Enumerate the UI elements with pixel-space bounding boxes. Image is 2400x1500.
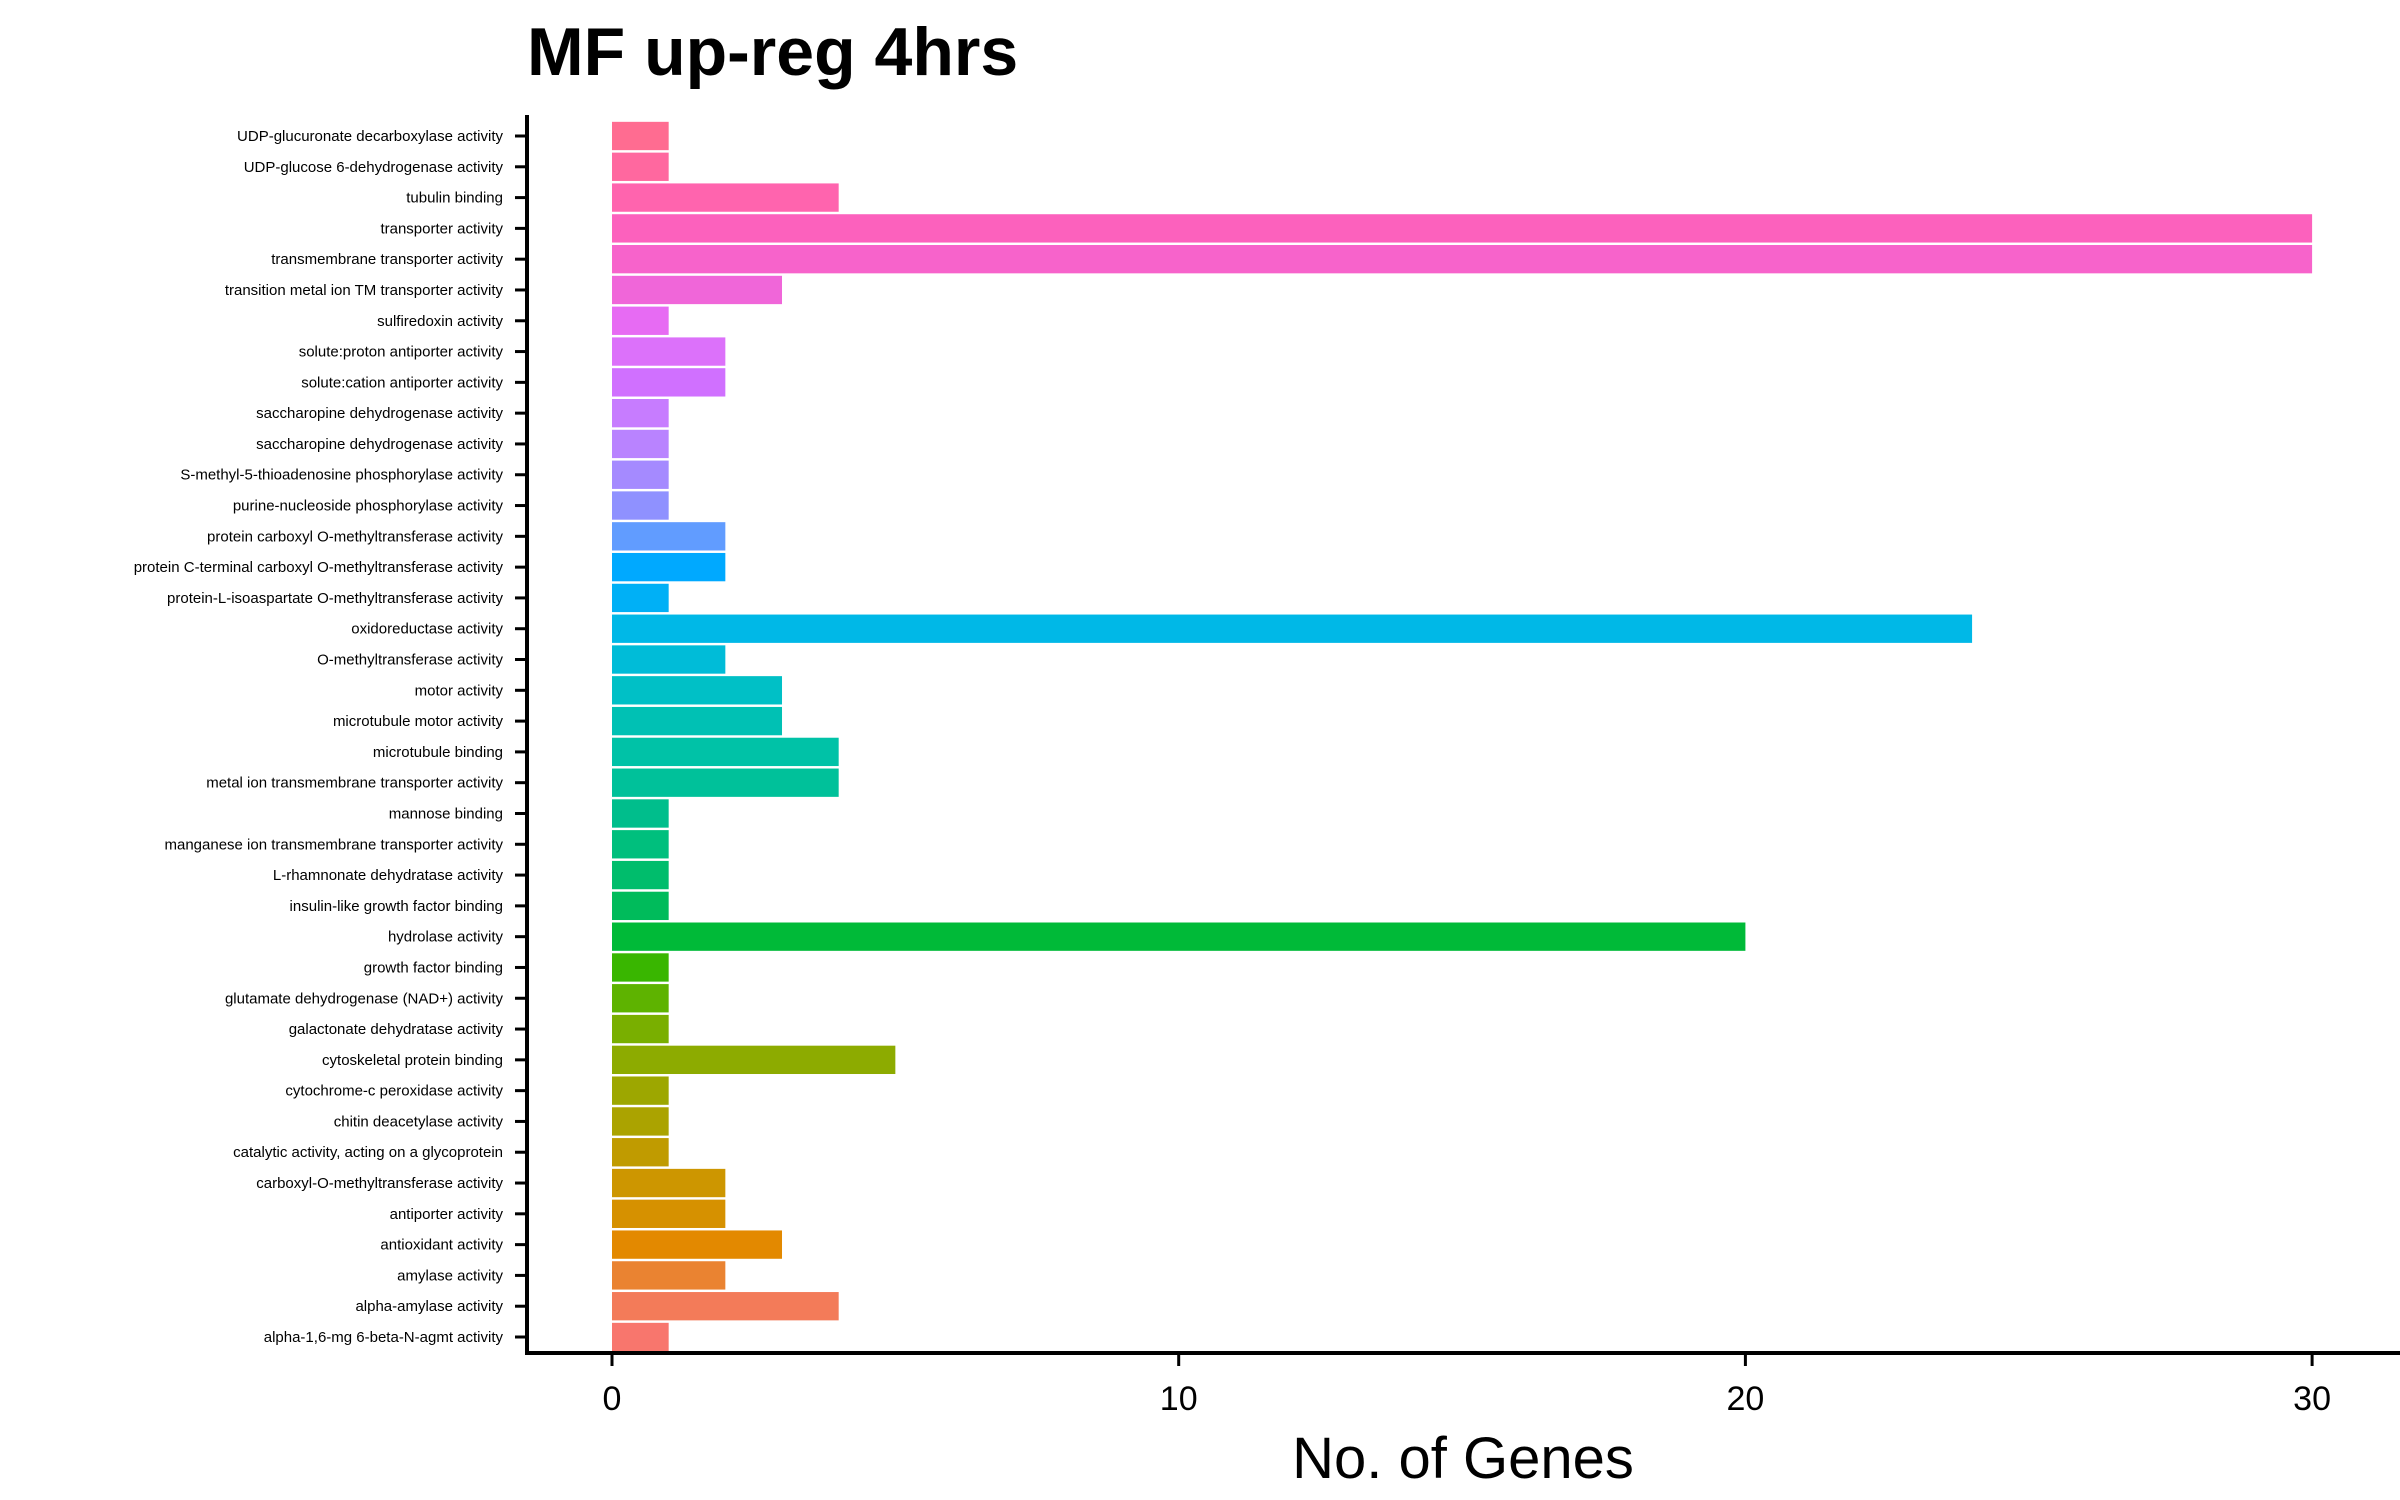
- bar: [612, 953, 669, 982]
- y-tick-label: antioxidant activity: [380, 1237, 503, 1254]
- bar: [612, 799, 669, 828]
- bar: [612, 984, 669, 1013]
- bar: [612, 152, 669, 181]
- bar: [612, 1138, 669, 1167]
- bar: [612, 368, 726, 397]
- bar: [612, 583, 669, 613]
- y-tick-label: glutamate dehydrogenase (NAD+) activity: [225, 990, 504, 1007]
- x-axis-label: No. of Genes: [1292, 1426, 1634, 1491]
- y-tick-label: tubulin binding: [406, 190, 503, 207]
- y-tick-label: motor activity: [415, 682, 504, 699]
- bar: [612, 1292, 839, 1321]
- y-tick-label: alpha-1,6-mg 6-beta-N-agmt activity: [264, 1329, 504, 1346]
- y-tick-label: L-rhamnonate dehydratase activity: [273, 867, 504, 884]
- bar: [612, 830, 669, 859]
- bar: [612, 645, 726, 674]
- bar: [612, 1045, 896, 1075]
- y-tick-label: purine-nucleoside phosphorylase activity: [233, 498, 504, 515]
- bar: [612, 429, 669, 459]
- bar: [612, 552, 726, 582]
- y-axis: UDP-glucuronate decarboxylase activity UD…: [134, 115, 529, 1353]
- y-tick-label: saccharopine dehydrogenase activity: [256, 436, 503, 453]
- bar: [612, 306, 669, 335]
- y-tick-label: protein C-terminal carboxyl O-methyltran…: [134, 559, 504, 576]
- y-tick-label: manganese ion transmembrane transporter …: [165, 836, 504, 853]
- bar: [612, 614, 1973, 643]
- x-ticks-group: 0 10 20 30: [603, 1353, 2331, 1418]
- y-tick-label: sulfiredoxin activity: [377, 313, 503, 330]
- y-tick-label: catalytic activity, acting on a glycopro…: [233, 1144, 503, 1161]
- y-tick-label: transmembrane transporter activity: [271, 251, 503, 268]
- y-tick-label: O-methyltransferase activity: [317, 652, 503, 669]
- y-ticks-group: UDP-glucuronate decarboxylase activity UD…: [134, 128, 527, 1346]
- y-tick-label: mannose binding: [389, 805, 503, 822]
- y-tick-label: amylase activity: [397, 1267, 503, 1284]
- bar: [612, 245, 2313, 274]
- bar: [612, 183, 839, 212]
- chart-title: MF up-reg 4hrs: [527, 14, 1018, 90]
- bar: [612, 1261, 726, 1290]
- y-tick-label: cytoskeletal protein binding: [322, 1052, 503, 1069]
- bar: [612, 922, 1746, 951]
- x-tick-label: 10: [1160, 1380, 1198, 1418]
- bar: [612, 891, 669, 921]
- y-tick-label: hydrolase activity: [388, 929, 504, 946]
- y-tick-label: carboxyl-O-methyltransferase activity: [256, 1175, 503, 1192]
- y-tick-label: protein-L-isoaspartate O-methyltransfera…: [167, 590, 503, 607]
- bar: [612, 1230, 783, 1259]
- x-axis: 0 10 20 30: [525, 1351, 2400, 1418]
- bars-group: [612, 121, 2313, 1352]
- bar: [612, 275, 783, 305]
- y-tick-label: UDP-glucuronate decarboxylase activity: [237, 128, 503, 145]
- y-tick-label: insulin-like growth factor binding: [290, 898, 503, 915]
- bar: [612, 1014, 669, 1044]
- bar: [612, 214, 2313, 243]
- y-tick-label: saccharopine dehydrogenase activity: [256, 405, 503, 422]
- y-tick-label: solute:cation antiporter activity: [301, 374, 503, 391]
- bar: [612, 860, 669, 890]
- bar: [612, 491, 669, 520]
- bar: [612, 676, 783, 705]
- y-tick-label: S-methyl-5-thioadenosine phosphorylase a…: [180, 467, 503, 484]
- bar: [612, 1076, 669, 1105]
- bar: [612, 337, 726, 366]
- bar: [612, 522, 726, 551]
- y-tick-label: galactonate dehydratase activity: [289, 1021, 504, 1038]
- bar: [612, 1199, 726, 1228]
- x-tick-label: 20: [1726, 1380, 1764, 1418]
- bar: [612, 1107, 669, 1136]
- y-tick-label: alpha-amylase activity: [355, 1298, 503, 1315]
- bar: [612, 768, 839, 797]
- y-tick-label: cytochrome-c peroxidase activity: [285, 1083, 503, 1100]
- y-tick-label: antiporter activity: [390, 1206, 504, 1223]
- y-tick-label: solute:proton antiporter activity: [299, 344, 504, 361]
- y-tick-label: microtubule motor activity: [333, 713, 504, 730]
- y-tick-label: transporter activity: [380, 220, 503, 237]
- bar: [612, 737, 839, 767]
- bar: [612, 398, 669, 428]
- bar: [612, 1322, 669, 1352]
- bar: [612, 706, 783, 736]
- y-tick-label: chitin deacetylase activity: [334, 1113, 504, 1130]
- y-tick-label: microtubule binding: [373, 744, 503, 761]
- y-tick-label: protein carboxyl O-methyltransferase act…: [207, 528, 503, 545]
- bar: [612, 121, 669, 151]
- bar: [612, 1168, 726, 1198]
- bar: [612, 460, 669, 489]
- x-tick-label: 0: [603, 1380, 622, 1418]
- y-tick-label: UDP-glucose 6-dehydrogenase activity: [244, 159, 504, 176]
- y-tick-label: metal ion transmembrane transporter acti…: [206, 775, 503, 792]
- y-tick-label: oxidoreductase activity: [351, 621, 503, 638]
- x-tick-label: 30: [2293, 1380, 2331, 1418]
- y-tick-label: transition metal ion TM transporter acti…: [225, 282, 504, 299]
- y-tick-label: growth factor binding: [364, 959, 503, 976]
